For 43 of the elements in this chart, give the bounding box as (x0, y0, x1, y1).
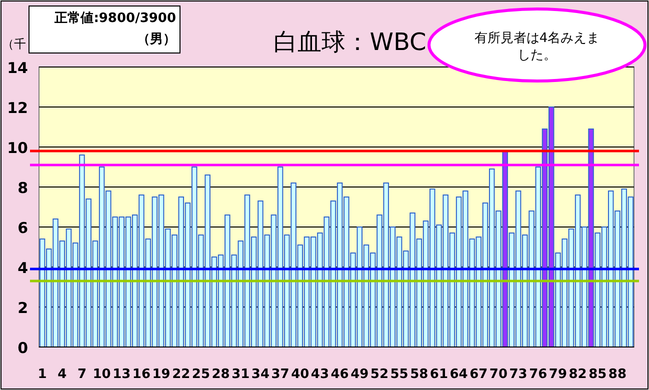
y-tick-label: 8 (18, 179, 28, 197)
x-tick-label: 58 (410, 367, 428, 382)
x-tick-label: 67 (470, 367, 488, 382)
x-tick-label: 10 (92, 367, 111, 382)
x-tick-label: 64 (450, 367, 468, 382)
y-tick-label: 2 (18, 299, 28, 317)
x-tick-label: 49 (350, 367, 369, 382)
x-tick-label: 43 (310, 367, 330, 382)
text: 有所見者は4名みえました。 (473, 30, 601, 64)
x-tick-label: 34 (251, 367, 270, 382)
x-tick-label: 61 (430, 367, 448, 382)
x-tick-label: 16 (132, 367, 151, 382)
x-tick-label: 13 (112, 367, 131, 382)
y-tick-label: 6 (18, 219, 28, 237)
x-tick-label: 82 (568, 367, 587, 382)
x-tick-label: 4 (58, 367, 67, 382)
x-tick-label: 25 (192, 367, 210, 382)
y-tick-label: 12 (7, 99, 28, 117)
x-tick-label: 31 (232, 367, 250, 382)
x-tick-label: 88 (608, 367, 627, 382)
x-tick-label: 37 (271, 367, 290, 382)
y-tick-label: 10 (7, 139, 28, 157)
y-axis-title: （千 (2, 37, 26, 51)
x-tick-label: 52 (370, 367, 389, 382)
x-tick-label: 55 (390, 367, 408, 382)
x-tick-label: 73 (509, 367, 528, 382)
y-tick-label: 14 (7, 59, 28, 77)
y-tick-label: 4 (18, 259, 28, 277)
x-tick-label: 7 (77, 367, 86, 382)
y-tick-label: 0 (18, 339, 28, 357)
text: 正常値:9800/3900 (54, 10, 176, 27)
x-tick-label: 40 (291, 367, 310, 382)
chart-title: 白血球：WBC (274, 28, 426, 56)
x-tick-label: 1 (38, 367, 47, 382)
x-tick-label: 19 (152, 367, 170, 382)
text: （男） (136, 31, 176, 48)
x-tick-label: 22 (172, 367, 190, 382)
x-tick-label: 85 (588, 367, 607, 382)
x-tick-label: 46 (330, 367, 349, 382)
x-tick-label: 76 (529, 367, 548, 382)
x-tick-label: 79 (548, 367, 568, 382)
x-tick-label: 70 (489, 367, 508, 382)
x-tick-label: 28 (212, 367, 230, 382)
